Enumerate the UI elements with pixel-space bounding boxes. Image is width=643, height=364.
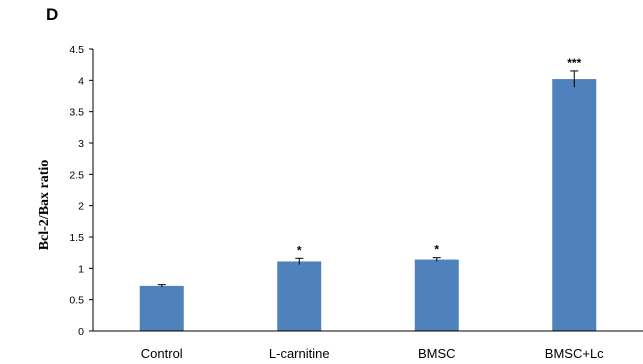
bar-4 bbox=[552, 79, 597, 331]
y-tick-label: 2 bbox=[78, 201, 84, 213]
significance-label-2: * bbox=[297, 243, 302, 257]
y-tick-label: 1 bbox=[78, 263, 84, 275]
x-axis-labels: Control L-carnitine BMSC BMSC+Lc bbox=[141, 346, 604, 361]
bar-3 bbox=[414, 259, 459, 331]
bar-2 bbox=[277, 261, 322, 331]
y-axis-ticks: 0 0.5 1 1.5 2 2.5 3 3.5 4 4.5 bbox=[69, 44, 93, 338]
y-tick-label: 4.5 bbox=[69, 44, 84, 56]
y-tick-label: 3.5 bbox=[69, 107, 84, 119]
y-tick-label: 0.5 bbox=[69, 295, 84, 307]
panel-label: D bbox=[46, 5, 58, 24]
x-category-label-2: L-carnitine bbox=[269, 346, 330, 361]
y-tick-label: 1.5 bbox=[69, 232, 84, 244]
y-tick-label: 2.5 bbox=[69, 169, 84, 181]
y-tick-label: 0 bbox=[78, 326, 84, 338]
x-category-label-3: BMSC bbox=[418, 346, 456, 361]
y-tick-label: 3 bbox=[78, 138, 84, 150]
significance-label-4: *** bbox=[567, 56, 581, 70]
significance-label-3: * bbox=[434, 243, 439, 257]
x-category-label-1: Control bbox=[141, 346, 183, 361]
bars-group: * **** bbox=[139, 56, 597, 331]
bar-1 bbox=[139, 285, 184, 331]
y-tick-label: 4 bbox=[78, 75, 84, 87]
y-axis-title: Bcl-2/Bax ratio bbox=[37, 160, 52, 251]
x-category-label-4: BMSC+Lc bbox=[545, 346, 604, 361]
